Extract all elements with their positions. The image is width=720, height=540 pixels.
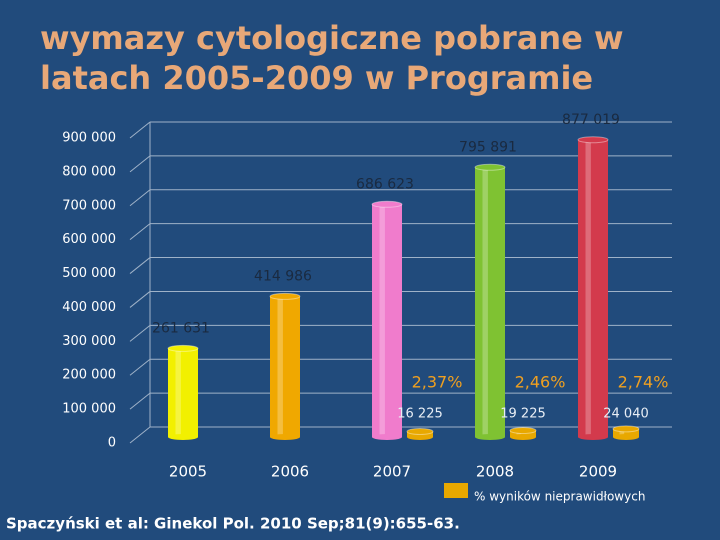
grid-line (129, 155, 151, 173)
y-tick-label: 0 (108, 436, 116, 451)
legend-swatch (444, 483, 468, 498)
y-tick-label: 100 000 (62, 402, 116, 417)
x-tick-label: 2008 (476, 463, 514, 481)
bar-highlight (585, 139, 591, 437)
bar (578, 139, 608, 437)
value-label: 877 019 (562, 112, 620, 128)
bar-top (406, 428, 434, 436)
y-tick-label: 600 000 (62, 232, 116, 247)
y-tick-label: 200 000 (62, 368, 116, 383)
value-label: 686 623 (356, 176, 414, 192)
percent-label: 2,74% (618, 373, 669, 392)
grid-line (129, 324, 151, 342)
y-tick-label: 500 000 (62, 266, 116, 281)
source: Spaczyński et al: Ginekol Pol. 2010 Sep;… (6, 515, 460, 533)
bar (510, 430, 536, 437)
bar-top (612, 425, 640, 433)
grid-line (129, 291, 151, 308)
bar-base (407, 434, 433, 440)
bar-highlight (516, 430, 522, 437)
bar-highlight (277, 296, 283, 437)
bar-base (510, 434, 536, 440)
value-label: 19 225 (500, 407, 546, 422)
bar-top (577, 136, 609, 144)
bar-highlight (379, 204, 385, 437)
value-label: 414 986 (254, 268, 312, 284)
bar-highlight (482, 167, 488, 438)
grid-line (129, 257, 151, 274)
y-tick-label: 800 000 (62, 164, 116, 179)
y-tick-label: 900 000 (62, 131, 116, 146)
bar (475, 167, 505, 438)
bar-base (372, 434, 402, 440)
bar-top (371, 200, 403, 208)
bar-top (474, 163, 506, 171)
percent-label: 2,37% (412, 373, 463, 392)
bar-top (509, 426, 537, 434)
bar-base (475, 434, 505, 440)
bar-top (269, 292, 301, 300)
bar-base (578, 434, 608, 440)
legend-label: % wyników nieprawidłowych (474, 490, 645, 504)
y-tick-label: 400 000 (62, 300, 116, 315)
chart-title: latach 2005-2009 w Programie (40, 59, 593, 97)
x-tick-label: 2007 (373, 463, 411, 481)
bar-base (168, 434, 198, 440)
x-tick-label: 2006 (271, 463, 309, 481)
value-label: 261 631 (152, 320, 210, 336)
bar (372, 204, 402, 437)
bar (613, 428, 639, 437)
bar (168, 348, 198, 437)
grid-line (129, 392, 151, 410)
grid-line (129, 189, 151, 207)
bar-base (613, 434, 639, 440)
value-label: 795 891 (459, 139, 517, 155)
grid-line (129, 121, 151, 139)
percent-label: 2,46% (515, 373, 566, 392)
value-label: 24 040 (603, 407, 649, 422)
x-tick-label: 2005 (169, 463, 207, 481)
bar-highlight (619, 428, 625, 437)
bar-top (167, 344, 199, 352)
y-tick-label: 300 000 (62, 334, 116, 349)
chart-title: wymazy cytologiczne pobrane w (40, 19, 624, 57)
grid-line (129, 426, 151, 444)
y-tick-label: 700 000 (62, 198, 116, 213)
x-tick-label: 2009 (579, 463, 617, 481)
grid-line (129, 358, 151, 376)
value-label: 16 225 (397, 407, 443, 422)
grid-line (129, 223, 151, 241)
bar-highlight (175, 348, 181, 437)
bar-base (270, 434, 300, 440)
bar (270, 296, 300, 437)
